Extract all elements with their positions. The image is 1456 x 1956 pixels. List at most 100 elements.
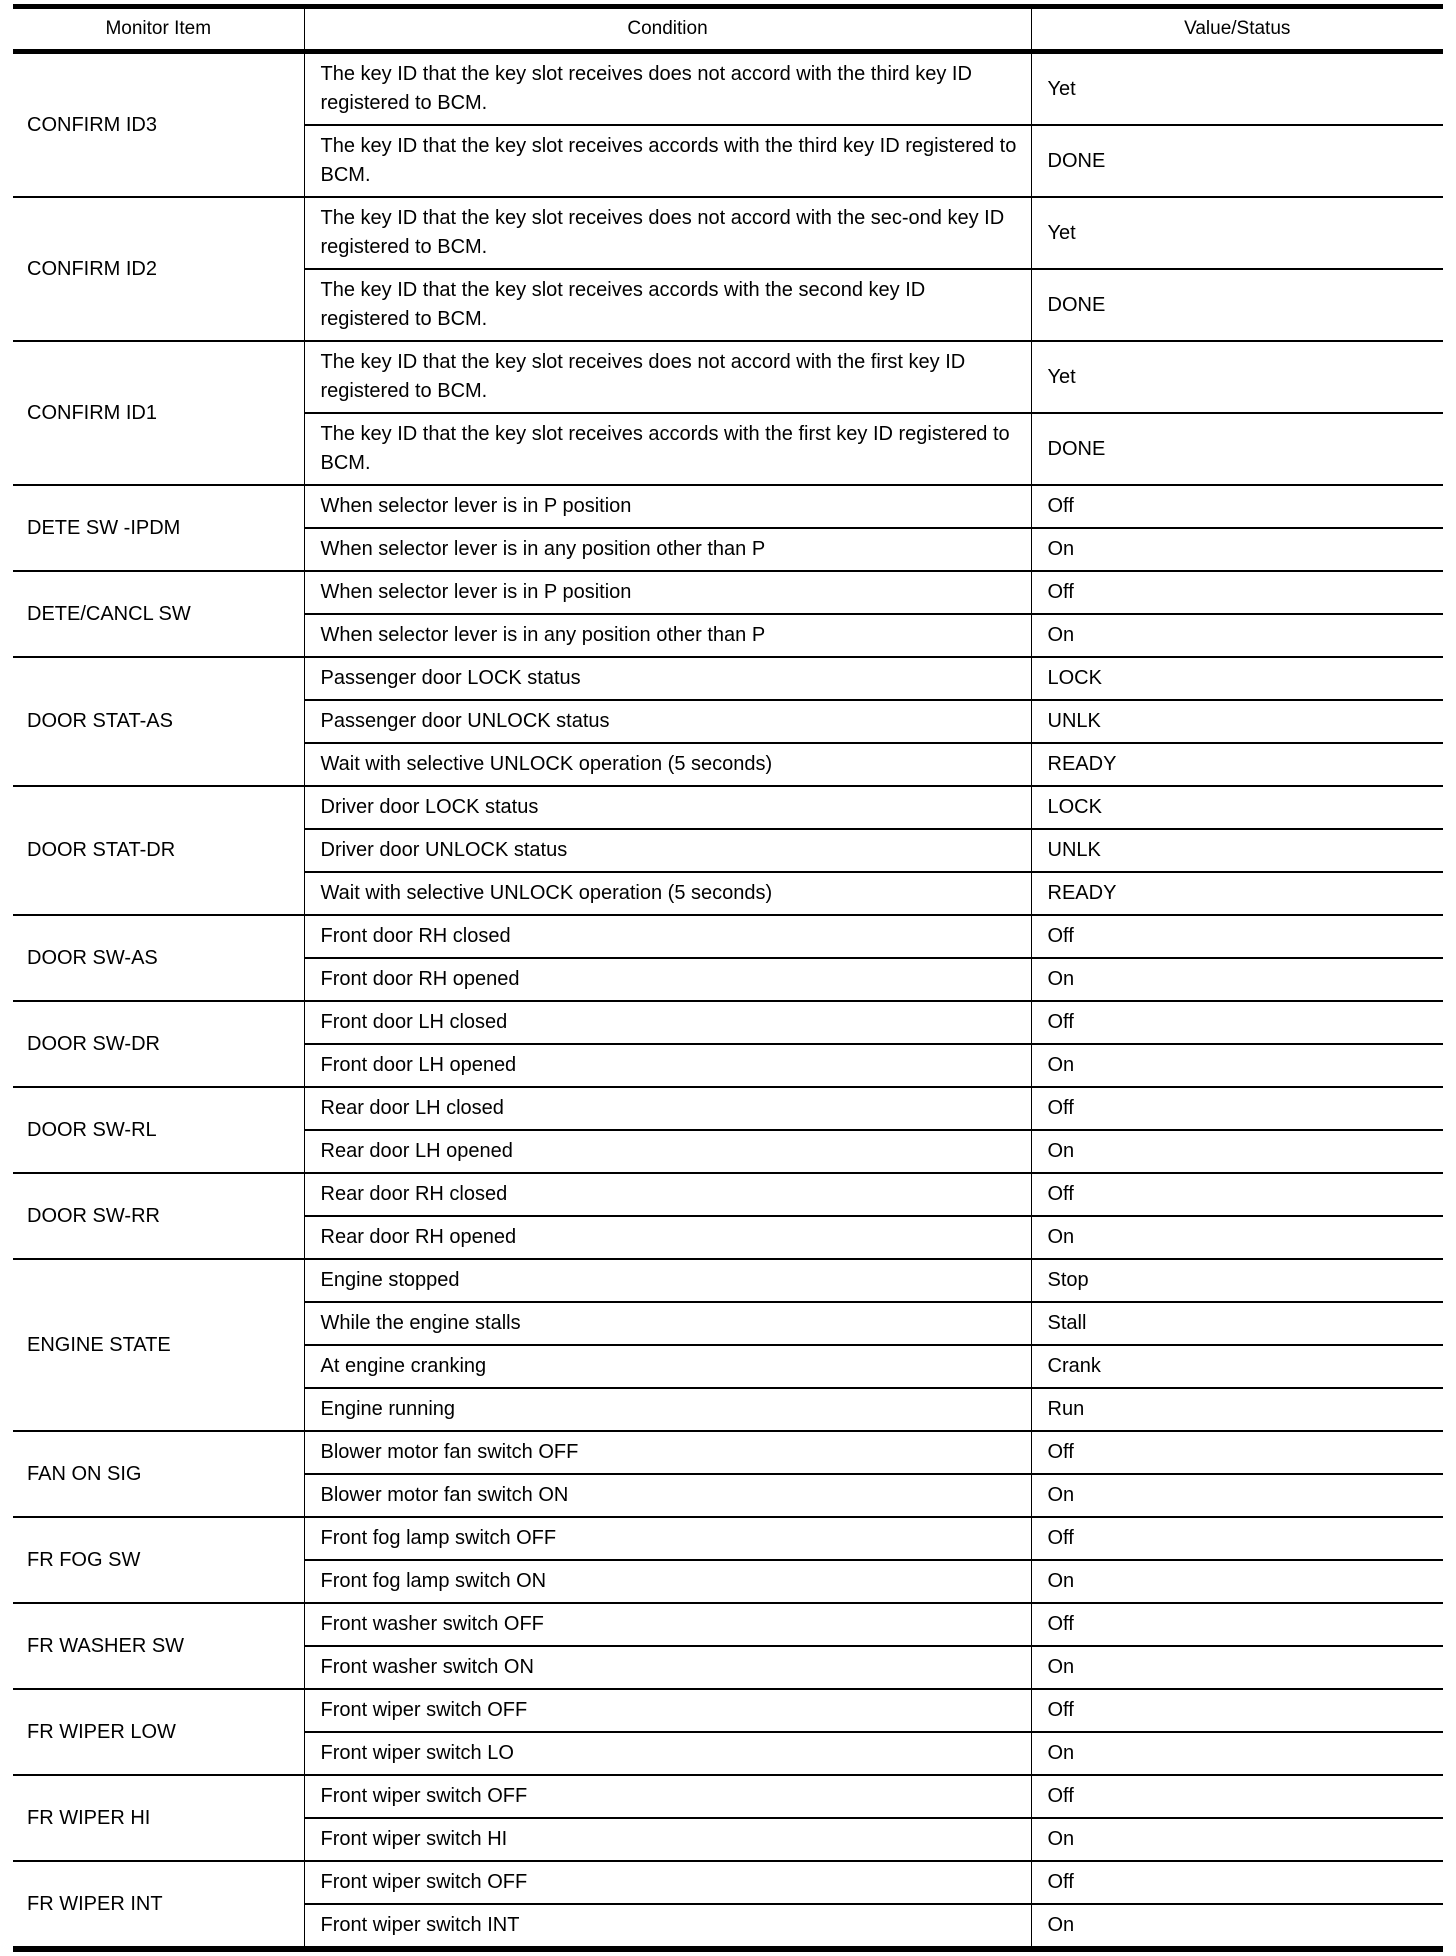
header-condition: Condition xyxy=(303,6,1031,54)
value-status-cell: READY xyxy=(1030,871,1443,915)
monitor-item-cell: CONFIRM ID3 xyxy=(27,113,157,136)
table-row: FAN ON SIG Blower motor fan switch OFF Off xyxy=(13,1430,1443,1517)
condition-cell: Front wiper switch HI xyxy=(303,1817,1031,1861)
monitor-item-cell: CONFIRM ID2 xyxy=(13,196,304,341)
value-status-cell: READY xyxy=(1030,742,1443,786)
condition-cell: Passenger door LOCK status xyxy=(303,656,1031,700)
condition-cell: Blower motor fan switch OFF xyxy=(303,1430,1031,1474)
table-row: DOOR SW-RR Rear door RH closed Off xyxy=(13,1172,1443,1259)
value-status-cell: Stall xyxy=(1030,1301,1443,1345)
condition-cell: Front wiper switch OFF xyxy=(303,1688,1031,1732)
table-row: DOOR SW-AS Front door RH closed Off xyxy=(13,914,1443,1001)
condition-cell: Front door LH opened xyxy=(303,1043,1031,1087)
condition-cell: While the engine stalls xyxy=(303,1301,1031,1345)
condition-cell: Engine stopped xyxy=(303,1258,1031,1302)
value-status-cell: Off xyxy=(1030,1086,1443,1130)
value-status-cell: LOCK xyxy=(1030,785,1443,829)
table-row: Front door LH opened On xyxy=(13,1043,1443,1087)
header-monitor-item: Monitor Item xyxy=(13,6,304,54)
table-row: Driver door UNLOCK status UNLK xyxy=(13,828,1443,872)
condition-cell: Front washer switch ON xyxy=(303,1645,1031,1689)
value-status-cell: On xyxy=(1030,613,1443,657)
table-row: CONFIRM ID2 The key ID that the key slot … xyxy=(13,196,1443,341)
value-status-cell: Run xyxy=(1030,1387,1443,1431)
table-row: The key ID that the key slot receives ac… xyxy=(13,412,1443,485)
value-status-cell: On xyxy=(1030,1903,1443,1949)
condition-cell: The key ID that the key slot receives do… xyxy=(303,196,1031,269)
monitor-item-cell: FR WIPER LOW xyxy=(13,1688,304,1775)
monitor-item-cell: FR WIPER INT xyxy=(13,1860,304,1949)
condition-cell: The key ID that the key slot receives ac… xyxy=(303,268,1031,341)
condition-cell: At engine cranking xyxy=(303,1344,1031,1388)
monitor-item-cell: DOOR STAT-DR xyxy=(13,785,304,915)
value-status-cell: On xyxy=(1030,527,1443,571)
table-row: DOOR SW-DR Front door LH closed Off xyxy=(13,1000,1443,1087)
value-status-cell: On xyxy=(1030,1559,1443,1603)
condition-cell: Wait with selective UNLOCK operation (5 … xyxy=(303,871,1031,915)
value-status-cell: Off xyxy=(1030,1000,1443,1044)
table-row: DOOR SW-RL Rear door LH closed Off xyxy=(13,1086,1443,1173)
monitor-item-cell: DOOR STAT-AS xyxy=(13,656,304,786)
value-status-cell: Off xyxy=(1030,914,1443,958)
value-status-cell: On xyxy=(1030,1043,1443,1087)
table-row: Wait with selective UNLOCK operation (5 … xyxy=(13,871,1443,915)
condition-cell: Rear door RH opened xyxy=(303,1215,1031,1259)
header-row: Monitor Item Condition Value/Status xyxy=(13,6,1443,54)
value-status-cell: Off xyxy=(1030,1860,1443,1904)
condition-cell: Engine running xyxy=(303,1387,1031,1431)
value-status-cell: On xyxy=(1030,1215,1443,1259)
monitor-item-cell: FR FOG SW xyxy=(13,1516,304,1603)
table-row: CONFIRM ID1 The key ID that the key slot … xyxy=(13,340,1443,485)
value-status-cell: On xyxy=(1030,1731,1443,1775)
condition-cell: Wait with selective UNLOCK operation (5 … xyxy=(303,742,1031,786)
table-row: FR WIPER LOW Front wiper switch OFF Off xyxy=(13,1688,1443,1775)
table-row: Front wiper switch LO On xyxy=(13,1731,1443,1775)
table-row: Front wiper switch HI On xyxy=(13,1817,1443,1861)
value-status-cell: Off xyxy=(1030,570,1443,614)
table-row: Wait with selective UNLOCK operation (5 … xyxy=(13,742,1443,786)
condition-cell: Front wiper switch OFF xyxy=(303,1860,1031,1904)
monitor-item-cell: DETE SW -IPDM xyxy=(13,484,304,571)
table-row: Front wiper switch INT On xyxy=(13,1903,1443,1949)
condition-cell: Rear door LH closed xyxy=(303,1086,1031,1130)
monitor-item-cell: FR WIPER HI xyxy=(13,1774,304,1861)
monitor-item-cell: DOOR SW-AS xyxy=(13,914,304,1001)
table-row: DETE/CANCL SW When selector lever is in P… xyxy=(13,570,1443,657)
condition-cell: When selector lever is in P position xyxy=(303,484,1031,528)
table-row: DETE SW -IPDM When selector lever is in P… xyxy=(13,484,1443,571)
value-status-cell: LOCK xyxy=(1030,656,1443,700)
condition-cell: When selector lever is in any position o… xyxy=(303,613,1031,657)
value-status-cell: DONE xyxy=(1030,412,1443,485)
condition-cell: Passenger door UNLOCK status xyxy=(303,699,1031,743)
condition-cell: The key ID that the key slot receives do… xyxy=(303,51,1031,125)
condition-cell: Driver door LOCK status xyxy=(303,785,1031,829)
table-row: Front washer switch ON On xyxy=(13,1645,1443,1689)
condition-cell: Front wiper switch OFF xyxy=(303,1774,1031,1818)
value-status-cell: On xyxy=(1030,1473,1443,1517)
condition-cell: Front fog lamp switch OFF xyxy=(303,1516,1031,1560)
table-row: The key ID that the key slot receives ac… xyxy=(13,268,1443,341)
condition-cell: The key ID that the key slot receives ac… xyxy=(303,124,1031,197)
monitor-item-cell: FR WASHER SW xyxy=(13,1602,304,1689)
table-row: Passenger door UNLOCK status UNLK xyxy=(13,699,1443,743)
value-status-cell: Off xyxy=(1030,1774,1443,1818)
value-status-cell: On xyxy=(1030,1129,1443,1173)
condition-cell: Driver door UNLOCK status xyxy=(303,828,1031,872)
value-status-cell: On xyxy=(1030,957,1443,1001)
value-status-cell: Off xyxy=(1030,1172,1443,1216)
value-status-cell: Off xyxy=(1030,1602,1443,1646)
monitor-item-cell: CONFIRM ID1 xyxy=(13,340,304,485)
condition-cell: Front wiper switch LO xyxy=(303,1731,1031,1775)
monitor-item-cell: DETE/CANCL SW xyxy=(13,570,304,657)
table-row: ENGINE STATE Engine stopped Stop xyxy=(13,1258,1443,1431)
value-status-cell: Off xyxy=(1030,1688,1443,1732)
condition-cell: The key ID that the key slot receives ac… xyxy=(303,412,1031,485)
table-row: FR WIPER HI Front wiper switch OFF Off xyxy=(13,1774,1443,1861)
value-status-cell: UNLK xyxy=(1030,828,1443,872)
monitor-item-cell: DOOR SW-RL xyxy=(13,1086,304,1173)
monitor-item-cell: FAN ON SIG xyxy=(13,1430,304,1517)
table-row: Rear door LH opened On xyxy=(13,1129,1443,1173)
table-row: While the engine stalls Stall xyxy=(13,1301,1443,1345)
table-body: CONFIRM ID3 The key ID that the key slot … xyxy=(13,51,1443,1949)
table-row: DOOR STAT-DR Driver door LOCK status LOCK xyxy=(13,785,1443,915)
